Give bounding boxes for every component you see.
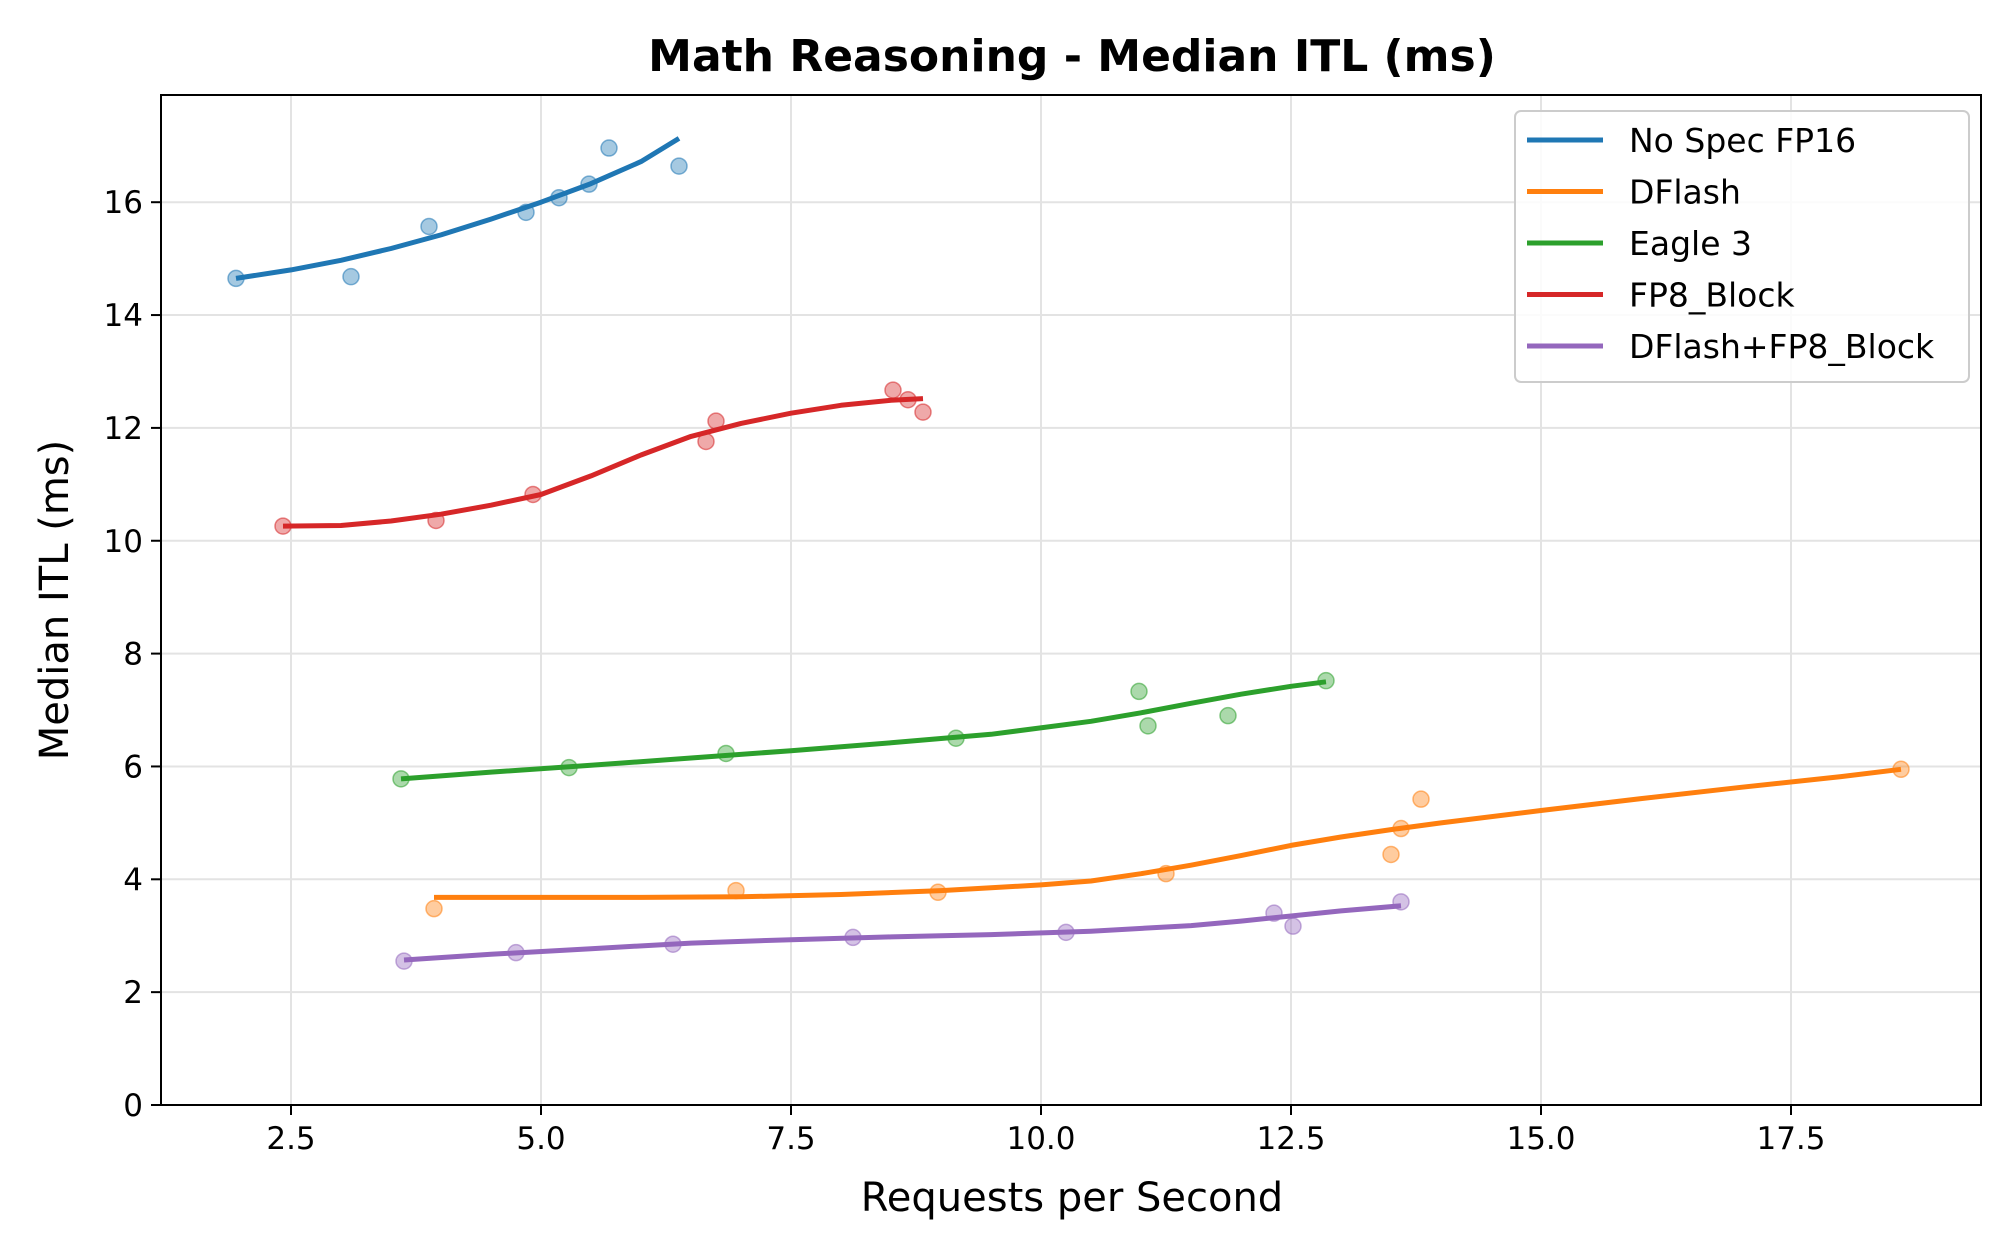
trend-line — [403, 903, 1402, 963]
data-point — [914, 403, 932, 421]
x-axis-label: Requests per Second — [861, 1175, 1283, 1221]
series-1 — [425, 760, 1910, 918]
plot-frame — [160, 94, 1982, 1106]
series-layer — [227, 136, 1910, 970]
data-point — [425, 899, 443, 918]
data-point — [670, 157, 688, 175]
data-point — [884, 381, 902, 399]
y-tick-label: 12 — [104, 411, 143, 447]
legend-entry: No Spec FP16 — [1629, 121, 1856, 160]
legend-entry: FP8_Block — [1629, 276, 1796, 315]
data-point — [420, 217, 438, 236]
legend-entry: DFlash — [1629, 173, 1741, 212]
data-point — [342, 267, 360, 286]
x-tick-label: 17.5 — [1756, 1121, 1825, 1157]
trend-line — [235, 136, 681, 281]
trend-line — [282, 396, 924, 529]
x-tick-label: 15.0 — [1506, 1121, 1575, 1157]
y-tick-label: 4 — [123, 862, 143, 898]
data-point — [1284, 917, 1302, 935]
trend-line — [434, 766, 1902, 900]
legend: No Spec FP16 DFlash Eagle 3 FP8_Block DFlash… — [1514, 110, 1970, 383]
y-tick-label: 14 — [104, 298, 143, 334]
series-3 — [274, 381, 932, 535]
data-point — [1382, 845, 1400, 864]
x-tick-label: 7.5 — [766, 1121, 815, 1157]
axis-ticks: 2.5 5.0 7.5 10.0 12.5 15.0 17.5 0 2 4 6 8 10 12 14 16 — [104, 185, 1826, 1157]
y-tick-label: 0 — [123, 1088, 143, 1124]
x-tick-label: 5.0 — [516, 1121, 565, 1157]
x-tick-label: 10.0 — [1006, 1121, 1075, 1157]
legend-entry: Eagle 3 — [1629, 224, 1752, 263]
x-tick-label: 12.5 — [1256, 1121, 1325, 1157]
data-point — [1219, 706, 1237, 725]
y-tick-label: 16 — [104, 185, 143, 221]
y-tick-label: 10 — [104, 524, 143, 560]
y-tick-label: 8 — [123, 637, 143, 673]
series-4 — [395, 893, 1410, 970]
y-tick-label: 2 — [123, 975, 143, 1011]
x-tick-label: 2.5 — [266, 1121, 315, 1157]
data-point — [1139, 717, 1157, 735]
data-point — [1130, 682, 1148, 701]
y-axis-label: Median ITL (ms) — [32, 440, 78, 760]
y-tick-label: 6 — [123, 749, 143, 785]
chart-title: Math Reasoning - Median ITL (ms) — [648, 31, 1496, 82]
series-2 — [392, 671, 1335, 788]
legend-entry: DFlash+FP8_Block — [1629, 327, 1935, 366]
data-point — [600, 139, 618, 157]
series-0 — [227, 136, 688, 288]
data-point — [1412, 790, 1430, 808]
trend-line — [400, 679, 1327, 782]
legend-box — [1514, 110, 1970, 383]
